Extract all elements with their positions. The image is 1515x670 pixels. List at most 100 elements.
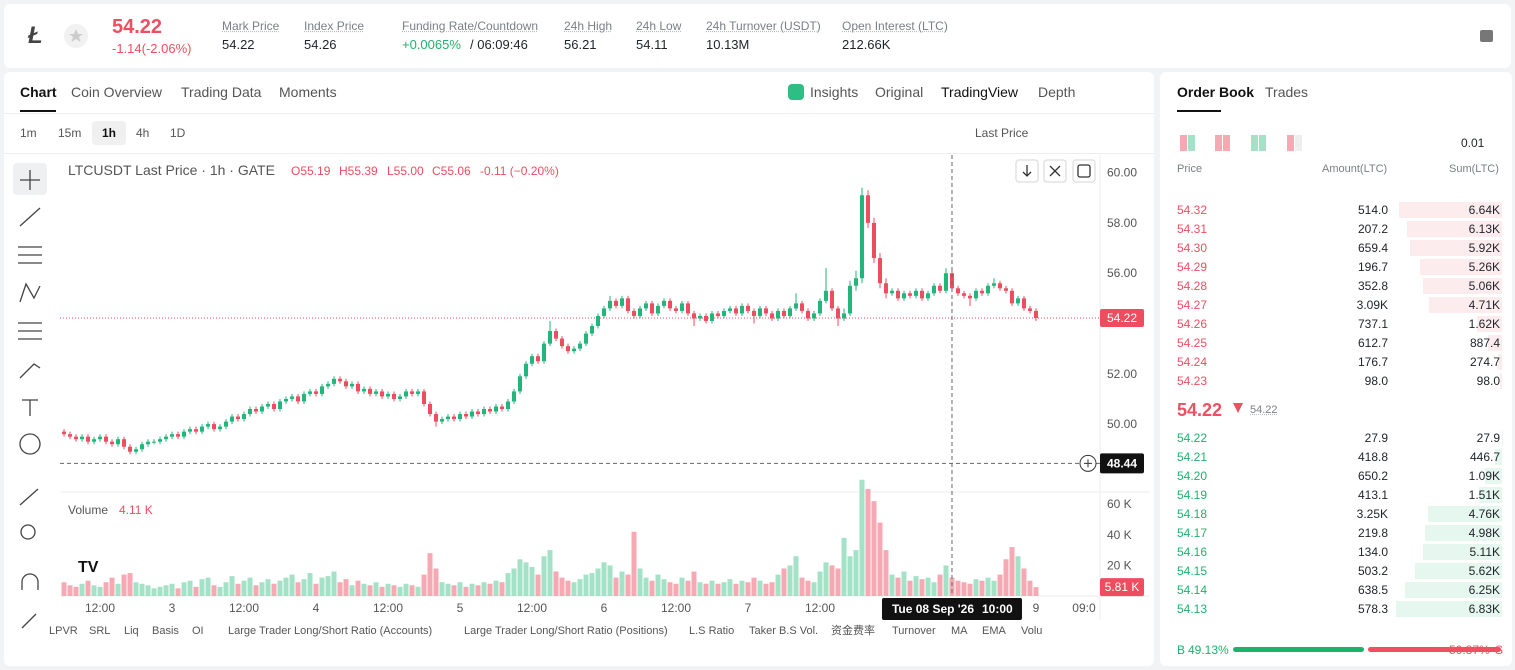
volume-bar: [901, 571, 907, 596]
volume-bar: [649, 580, 655, 596]
indicator-tab[interactable]: LPVR: [49, 625, 78, 637]
view-tab[interactable]: Original: [875, 84, 924, 100]
volume-bar: [475, 585, 481, 596]
volume-bar: [211, 585, 217, 596]
chart-buttons[interactable]: [1015, 159, 1096, 183]
indicator-tab[interactable]: EMA: [982, 625, 1006, 637]
notes-icon[interactable]: [1478, 28, 1496, 44]
indicator-tab[interactable]: Basis: [152, 625, 179, 637]
interval[interactable]: 1h: [102, 126, 117, 140]
ob-sum: 6.25K: [1468, 583, 1500, 597]
x-tick-label: 09:0: [1072, 601, 1096, 615]
ohlc-legend: -0.11 (−0.20%): [480, 164, 559, 178]
volume-bar: [727, 579, 733, 596]
volume-bar: [721, 582, 727, 596]
tab[interactable]: Moments: [279, 84, 337, 100]
interval[interactable]: 1D: [170, 126, 186, 140]
volume-bar: [643, 577, 649, 596]
chart-title: LTCUSDT Last Price · 1h · GATE: [68, 162, 275, 178]
candle-body: [613, 300, 618, 306]
ob-amount: 612.7: [1357, 336, 1388, 350]
volume-bar: [145, 585, 151, 596]
indicator-tab[interactable]: 资金费率: [831, 625, 875, 637]
volume-bar: [925, 577, 931, 596]
last-volume-label: 5.81 K: [1105, 580, 1140, 594]
volume-tick-label: 40 K: [1107, 528, 1132, 542]
crosshair-y-label: 48.44: [1107, 456, 1137, 470]
ob-precision[interactable]: 0.01: [1461, 136, 1485, 150]
indicator-tab[interactable]: Large Trader Long/Short Ratio (Positions…: [464, 625, 668, 637]
mid-price: 54.22: [1177, 400, 1223, 420]
candle-body: [182, 431, 187, 437]
candle-body: [380, 391, 385, 397]
x-tick-label: 4: [313, 601, 320, 615]
view-tab[interactable]: Depth: [1038, 84, 1076, 100]
volume-bar: [799, 577, 805, 596]
indicator-tab[interactable]: OI: [192, 625, 204, 637]
tab[interactable]: Trading Data: [181, 84, 262, 100]
volume-bar: [97, 586, 103, 596]
view-tab[interactable]: Insights: [810, 84, 859, 100]
candle-body: [356, 383, 361, 392]
ob-view-icon: [1215, 135, 1222, 151]
indicator-tab[interactable]: SRL: [89, 625, 111, 637]
ob-tab[interactable]: Order Book: [1177, 84, 1255, 100]
candle-body: [853, 278, 858, 286]
y-tick-label: 56.00: [1107, 266, 1137, 280]
interval[interactable]: 4h: [136, 126, 150, 140]
favorite-star[interactable]: [64, 24, 88, 48]
indicator-tab[interactable]: Turnover: [892, 625, 936, 637]
price-type[interactable]: Last Price: [975, 126, 1029, 140]
ob-amount: 207.2: [1357, 222, 1388, 236]
volume-bar: [739, 580, 745, 596]
stat-label: Mark Price: [222, 19, 280, 33]
volume-bar: [889, 574, 895, 596]
candle-body: [721, 310, 726, 316]
candle-body: [398, 396, 403, 399]
candle-body: [787, 308, 792, 316]
interval[interactable]: 15m: [58, 126, 82, 140]
depth-bar: [1398, 202, 1502, 218]
indicator-tab[interactable]: L.S Ratio: [689, 625, 735, 637]
volume-bar: [601, 562, 607, 596]
tab[interactable]: Chart: [20, 84, 57, 100]
ob-amount: 578.3: [1357, 602, 1388, 616]
volume-bar: [193, 586, 199, 596]
ob-price: 54.14: [1177, 583, 1208, 597]
candle-body: [631, 310, 636, 316]
volume-bar: [253, 585, 259, 596]
volume-bar: [85, 580, 91, 596]
volume-bar: [481, 582, 487, 596]
volume-bar: [397, 586, 403, 596]
ob-tab[interactable]: Trades: [1265, 84, 1309, 100]
ob-price: 54.21: [1177, 450, 1208, 464]
indicator-tab[interactable]: Taker B.S Vol.: [749, 625, 819, 637]
candle-body: [578, 343, 582, 349]
candle-body: [272, 403, 277, 410]
candle-body: [751, 310, 756, 316]
volume-bar: [1021, 568, 1027, 596]
candle-body: [488, 409, 493, 412]
sell-bar: [1367, 647, 1501, 652]
volume-bar: [841, 537, 847, 596]
ob-sum: 5.62K: [1468, 564, 1500, 578]
indicator-tab[interactable]: Volu: [1021, 625, 1043, 637]
volume-bar: [853, 550, 859, 596]
candle-body: [727, 308, 732, 311]
indicator-tab[interactable]: Large Trader Long/Short Ratio (Accounts): [228, 625, 433, 637]
volume-bar: [907, 580, 913, 596]
candle-body: [416, 391, 421, 394]
left-toolbar: [13, 163, 47, 629]
candle-body: [871, 222, 876, 259]
view-tab[interactable]: TradingView: [941, 84, 1019, 100]
ob-sum: 1.09K: [1468, 469, 1500, 483]
indicator-tab[interactable]: Liq: [124, 625, 139, 637]
tab[interactable]: Coin Overview: [71, 84, 163, 100]
interval[interactable]: 1m: [20, 126, 37, 140]
volume-bar: [847, 556, 853, 596]
ob-amount: 196.7: [1357, 260, 1388, 274]
candle-body: [218, 426, 223, 430]
ohlc-legend: L55.00: [387, 164, 424, 178]
volume-bar: [697, 582, 703, 596]
indicator-tab[interactable]: MA: [951, 625, 968, 637]
